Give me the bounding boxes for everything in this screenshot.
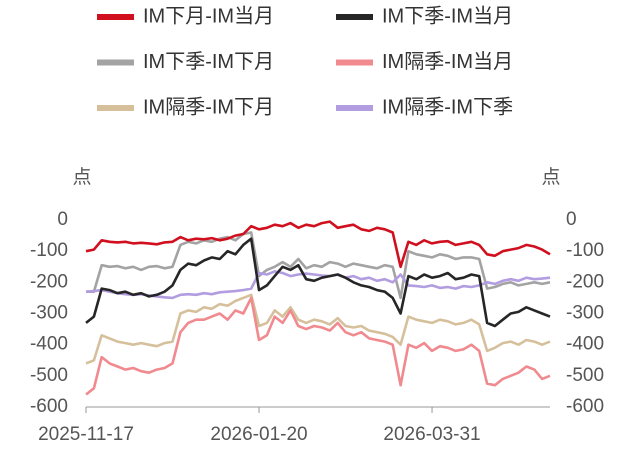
series-line <box>85 296 551 396</box>
legend-label: IM隔季-IM下月 <box>143 95 274 118</box>
y-tick-label: -200 <box>30 271 68 292</box>
y-tick-label: 0 <box>57 209 68 230</box>
x-tick-label: 2026-03-31 <box>383 424 480 445</box>
y-tick-label: -300 <box>30 303 68 324</box>
y2-tick-label: -600 <box>566 396 604 417</box>
y-tick-label: -100 <box>30 240 68 261</box>
series-line <box>85 293 551 365</box>
y2-tick-label: -100 <box>566 240 604 261</box>
legend-label: IM隔季-IM当月 <box>382 50 513 73</box>
y-tick-label: -500 <box>30 365 68 386</box>
y-axis-label: 点 <box>72 166 91 188</box>
series-line <box>85 237 551 328</box>
y2-axis-label: 点 <box>541 166 560 188</box>
x-tick-label: 2026-01-20 <box>210 424 307 445</box>
x-tick-label: 2025-11-17 <box>38 424 134 445</box>
y2-tick-label: -200 <box>566 271 604 292</box>
legend-label: IM隔季-IM下季 <box>382 95 513 118</box>
y2-tick-label: -300 <box>566 303 604 324</box>
y-tick-label: -400 <box>30 334 68 355</box>
legend-label: IM下季-IM当月 <box>382 4 513 27</box>
legend-label: IM下季-IM下月 <box>143 50 274 73</box>
y2-tick-label: -400 <box>566 334 604 355</box>
series-line <box>86 231 551 300</box>
y2-tick-label: -500 <box>566 365 604 386</box>
y2-tick-label: 0 <box>566 209 577 230</box>
series-line <box>85 220 551 269</box>
series-line <box>85 270 551 300</box>
legend-label: IM下月-IM当月 <box>143 4 274 27</box>
y-tick-label: -600 <box>30 396 68 417</box>
